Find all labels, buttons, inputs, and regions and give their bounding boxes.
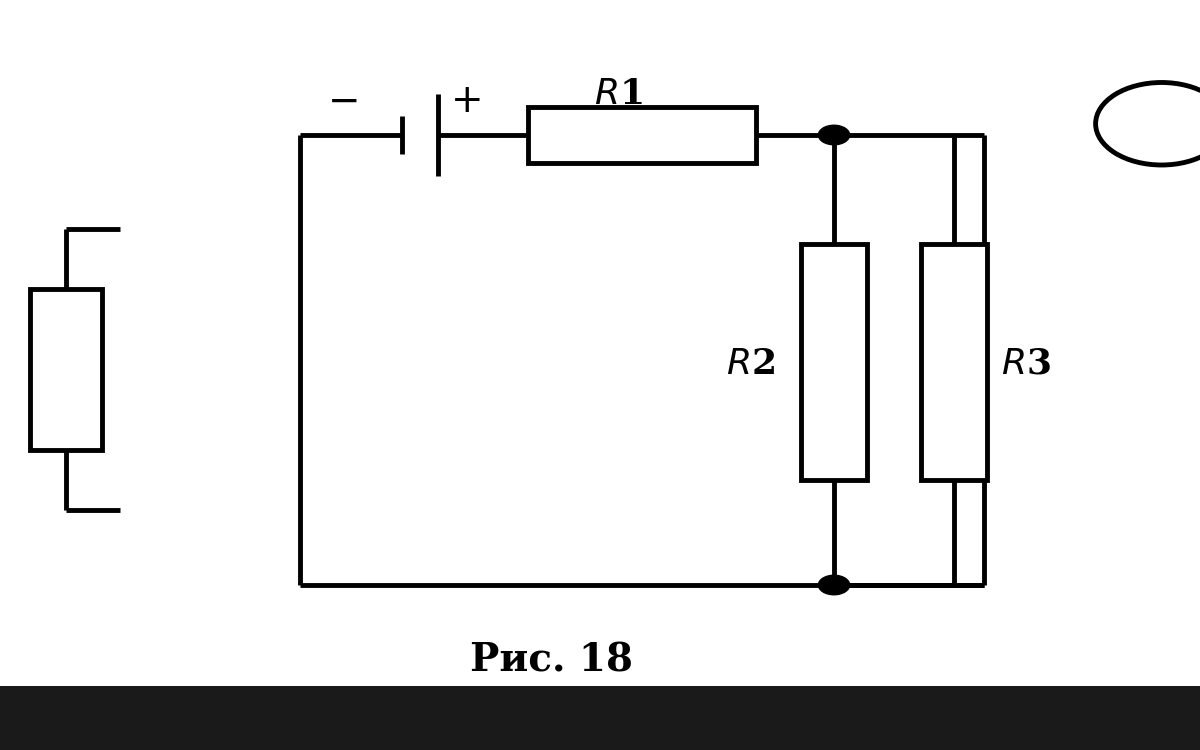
Text: 22:27: 22:27: [1003, 710, 1061, 728]
Bar: [528, 107, 756, 164]
Text: $-$: $-$: [326, 82, 358, 120]
Circle shape: [818, 575, 850, 595]
Bar: [0, 686, 1200, 750]
Circle shape: [818, 125, 850, 145]
Text: ⌂: ⌂: [151, 711, 161, 726]
Text: ∧: ∧: [593, 709, 607, 728]
Text: $\mathit{R}$2: $\mathit{R}$2: [726, 346, 774, 381]
Text: ☐: ☐: [317, 711, 331, 726]
Text: $\mathit{R}$1: $\mathit{R}$1: [594, 76, 642, 111]
Bar: [802, 244, 866, 480]
Text: □: □: [233, 711, 247, 726]
Text: Рис. 18: Рис. 18: [470, 641, 634, 679]
Text: ↩: ↩: [66, 711, 78, 726]
Bar: [922, 244, 988, 480]
Bar: [30, 289, 102, 450]
Text: $\mathit{R}$3: $\mathit{R}$3: [1001, 346, 1051, 381]
Text: $+$: $+$: [450, 82, 481, 120]
